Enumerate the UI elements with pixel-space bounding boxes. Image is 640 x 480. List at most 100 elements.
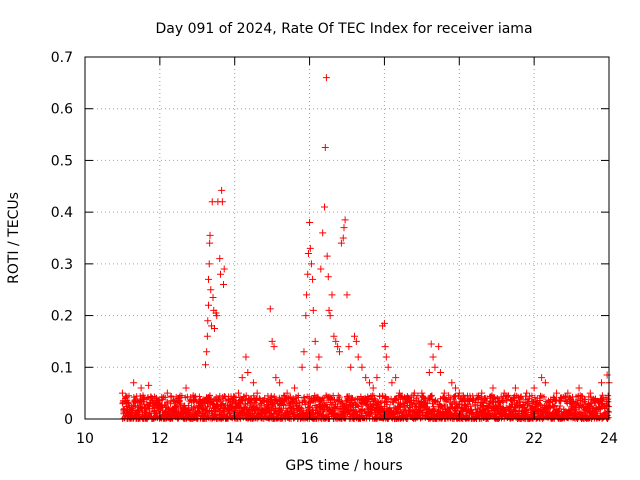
data-point — [358, 363, 366, 371]
data-point — [244, 368, 252, 376]
x-tick-label: 10 — [76, 431, 94, 447]
grid-lines — [85, 57, 609, 419]
data-point — [202, 361, 210, 369]
data-point — [410, 389, 418, 397]
data-point — [384, 363, 392, 371]
data-point — [304, 250, 312, 258]
y-tick-label: 0.4 — [51, 205, 73, 221]
data-point — [118, 389, 126, 397]
data-point — [319, 229, 327, 237]
data-point — [219, 281, 227, 289]
y-tick-label: 0.3 — [51, 257, 73, 273]
data-point — [343, 291, 351, 299]
data-point — [538, 374, 546, 382]
data-point — [307, 260, 315, 268]
data-point — [197, 399, 205, 407]
data-point — [553, 389, 561, 397]
baseline-points — [119, 392, 612, 422]
data-point — [203, 332, 211, 340]
x-tick-labels: 10 12 14 16 18 20 22 24 — [76, 431, 618, 447]
data-point — [216, 270, 224, 278]
data-point — [205, 275, 213, 283]
data-point — [332, 337, 340, 345]
data-point — [345, 343, 353, 351]
x-tick-label: 18 — [376, 431, 394, 447]
data-point — [431, 363, 439, 371]
data-point — [242, 353, 250, 361]
data-point — [291, 384, 299, 392]
data-point — [220, 265, 228, 273]
y-tick-label: 0.5 — [51, 153, 73, 169]
data-point — [382, 353, 390, 361]
data-point — [137, 384, 145, 392]
data-point — [204, 317, 212, 325]
data-point — [283, 389, 291, 397]
data-point — [380, 319, 388, 327]
data-point — [213, 312, 221, 320]
data-point — [586, 389, 594, 397]
data-point — [322, 74, 330, 82]
data-point — [598, 379, 606, 387]
data-point — [500, 389, 508, 397]
data-point — [324, 273, 332, 281]
data-point — [321, 203, 329, 211]
data-point — [323, 252, 331, 260]
data-point — [272, 374, 280, 382]
data-point — [206, 239, 214, 247]
data-point — [478, 389, 486, 397]
data-point — [435, 343, 443, 351]
data-point — [253, 389, 261, 397]
data-point — [339, 234, 347, 242]
data-point — [190, 397, 198, 405]
data-point — [388, 379, 396, 387]
data-point — [300, 348, 308, 356]
data-point — [334, 343, 342, 351]
data-point — [205, 301, 213, 309]
data-point — [309, 275, 317, 283]
plot-frame — [84, 56, 610, 420]
data-point — [130, 379, 138, 387]
data-point — [211, 325, 219, 332]
data-point — [207, 286, 215, 294]
data-point — [270, 343, 278, 351]
data-point — [206, 231, 214, 239]
data-point — [575, 384, 583, 392]
data-point — [249, 379, 257, 387]
data-point — [541, 379, 549, 387]
x-tick-label: 12 — [151, 431, 169, 447]
data-point — [425, 368, 433, 376]
data-point — [238, 374, 246, 382]
data-point — [227, 394, 235, 402]
data-point — [330, 332, 338, 340]
data-point — [302, 312, 310, 320]
data-point — [392, 374, 400, 382]
data-point — [311, 337, 319, 345]
data-point — [336, 348, 344, 356]
data-point — [321, 144, 329, 151]
data-point — [403, 394, 411, 402]
data-point — [381, 343, 389, 351]
data-point — [317, 265, 325, 273]
chart-title: Day 091 of 2024, Rate Of TEC Index for r… — [155, 21, 532, 37]
data-point — [313, 363, 321, 371]
data-point — [163, 389, 171, 397]
y-tick-labels: 0 0.1 0.2 0.3 0.4 0.5 0.6 0.7 — [51, 50, 73, 428]
data-point — [530, 384, 538, 392]
y-tick-label: 0.1 — [51, 360, 73, 376]
data-point — [268, 337, 276, 345]
data-point — [337, 239, 345, 247]
data-points — [118, 74, 613, 422]
x-tick-label: 16 — [301, 431, 319, 447]
data-point — [266, 305, 274, 313]
data-point — [365, 379, 373, 387]
data-point — [352, 337, 360, 345]
x-tick-label: 24 — [600, 431, 618, 447]
x-axis-label: GPS time / hours — [285, 458, 402, 474]
data-point — [152, 394, 160, 402]
y-tick-label: 0.6 — [51, 102, 73, 118]
data-point — [303, 291, 311, 299]
data-point — [340, 224, 348, 232]
data-point — [216, 255, 224, 263]
data-point — [205, 260, 213, 268]
data-point — [145, 381, 153, 389]
